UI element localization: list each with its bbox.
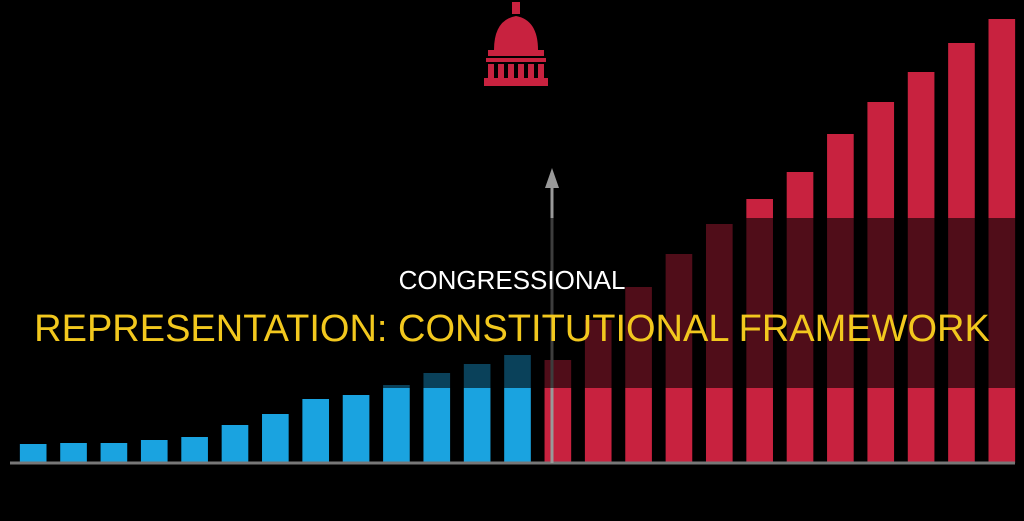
- capitol-icon: [484, 2, 548, 86]
- bar: [383, 385, 410, 463]
- bar: [181, 437, 208, 463]
- bar: [140, 440, 168, 463]
- bar: [60, 443, 87, 463]
- title: CONGRESSIONAL: [399, 265, 626, 295]
- bar: [19, 444, 47, 463]
- bar: [100, 443, 128, 463]
- bar: [262, 414, 289, 463]
- bar: [302, 399, 330, 463]
- arrow-head: [545, 168, 559, 188]
- bar: [342, 395, 370, 463]
- subtitle: REPRESENTATION: CONSTITUTIONAL FRAMEWORK: [34, 308, 990, 350]
- title-band: [0, 218, 1024, 388]
- bar: [221, 425, 249, 463]
